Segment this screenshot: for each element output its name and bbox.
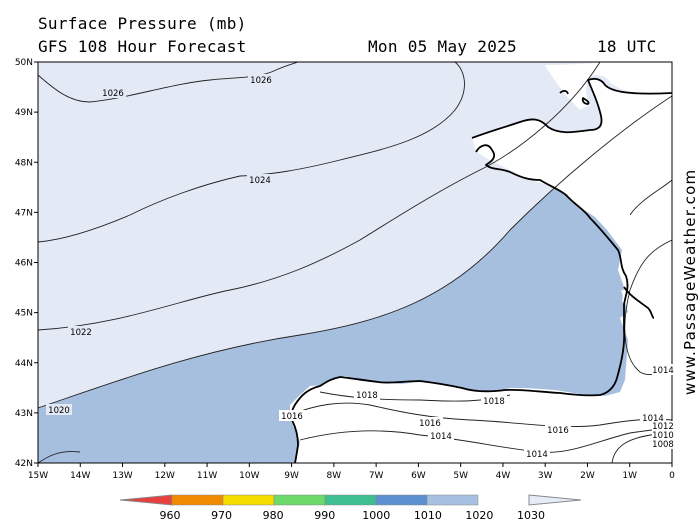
svg-text:1016: 1016 xyxy=(419,419,441,429)
legend-tick-label: 970 xyxy=(211,509,232,522)
svg-text:1014: 1014 xyxy=(526,450,548,460)
land-iberia xyxy=(290,290,672,463)
lon-label: 7W xyxy=(369,471,384,481)
svg-text:1012: 1012 xyxy=(652,422,674,432)
isobar-label: 1016 xyxy=(545,424,571,436)
land-england-coast xyxy=(545,62,672,110)
legend-tick-label: 1000 xyxy=(362,509,390,522)
lon-label: 15W xyxy=(28,471,48,481)
credit-text: www.PassageWeather.com xyxy=(681,168,699,395)
isobar-label: 1022 xyxy=(68,326,94,338)
legend-swatch xyxy=(324,494,377,506)
lat-label: 50N xyxy=(15,58,33,68)
lon-label: 6W xyxy=(411,471,426,481)
isobar-label: 1014 xyxy=(524,448,550,460)
legend-swatch xyxy=(375,494,428,506)
svg-text:1016: 1016 xyxy=(281,412,303,422)
svg-text:1024: 1024 xyxy=(249,176,271,186)
isobar-label: 1014 xyxy=(640,412,666,424)
isobar-label: 1018 xyxy=(354,389,380,401)
lon-label: 10W xyxy=(239,471,259,481)
svg-text:1020: 1020 xyxy=(48,406,70,416)
lon-label: 2W xyxy=(580,471,595,481)
svg-text:1022: 1022 xyxy=(70,328,92,338)
isobar-label: 1018 xyxy=(481,395,507,407)
svg-text:1008: 1008 xyxy=(652,440,674,450)
isobar-label: 1026 xyxy=(248,74,274,86)
isobar-label: 1010 xyxy=(652,430,674,441)
lat-label: 46N xyxy=(15,259,33,269)
forecast-time: 18 UTC xyxy=(597,37,657,56)
legend-tick-label: 980 xyxy=(263,509,284,522)
lon-label: 11W xyxy=(197,471,217,481)
legend-swatch xyxy=(222,494,275,506)
legend-swatch xyxy=(426,494,479,506)
lon-label: 0 xyxy=(669,471,675,481)
legend-tick-label: 1010 xyxy=(414,509,442,522)
legend-high-arrow xyxy=(528,494,582,506)
svg-text:1026: 1026 xyxy=(250,76,272,86)
isobar-label: 1024 xyxy=(247,174,273,186)
lat-label: 43N xyxy=(15,409,33,419)
forecast-date: Mon 05 May 2025 xyxy=(368,37,517,56)
legend-low-arrow xyxy=(119,494,173,506)
lon-label: 12W xyxy=(155,471,175,481)
svg-text:1018: 1018 xyxy=(356,391,378,401)
pressure-legend: 960 970 980 990 1000 1010 1020 1030 xyxy=(119,494,582,522)
lat-label: 49N xyxy=(15,108,33,118)
svg-text:1014: 1014 xyxy=(430,432,452,442)
svg-text:1016: 1016 xyxy=(547,426,569,436)
legend-tick-label: 990 xyxy=(314,509,335,522)
map-axes: 50N 49N 48N 47N 46N 45N 44N 43N 42N 15W 14W 13W 12W 1… xyxy=(15,58,675,481)
isobar-label: 1016 xyxy=(417,417,443,429)
lon-label: 14W xyxy=(70,471,90,481)
map-plot-area xyxy=(38,62,672,463)
forecast-label: GFS 108 Hour Forecast xyxy=(38,37,247,56)
svg-text:1026: 1026 xyxy=(102,89,124,99)
isobar-labels: 1026 1026 1024 1022 1020 1018 1018 1016 … xyxy=(46,74,674,460)
svg-text:1010: 1010 xyxy=(652,431,674,441)
lon-label: 3W xyxy=(538,471,553,481)
isobar-label: 1020 xyxy=(46,404,72,416)
svg-text:1014: 1014 xyxy=(642,414,664,424)
isobar-lines xyxy=(38,62,672,463)
lon-label: 4W xyxy=(496,471,511,481)
land-france xyxy=(472,78,672,310)
isobar-label: 1016 xyxy=(279,410,305,422)
lon-label: 13W xyxy=(112,471,132,481)
coastlines xyxy=(290,77,672,463)
isobar-label: 1014 xyxy=(652,364,674,376)
lat-label: 44N xyxy=(15,359,33,369)
legend-tick-label: 1030 xyxy=(517,509,545,522)
lat-label: 42N xyxy=(15,459,33,469)
legend-swatch xyxy=(171,494,224,506)
lat-label: 47N xyxy=(15,208,33,218)
legend-tick-label: 1020 xyxy=(465,509,493,522)
lon-label: 5W xyxy=(453,471,468,481)
lon-label: 1W xyxy=(622,471,637,481)
lat-label: 48N xyxy=(15,158,33,168)
svg-text:1014: 1014 xyxy=(652,366,674,376)
isobar-label: 1012 xyxy=(652,421,674,432)
legend-tick-label: 960 xyxy=(160,509,181,522)
lon-label: 8W xyxy=(327,471,342,481)
svg-text:1018: 1018 xyxy=(483,397,505,407)
isobar-label: 1026 xyxy=(100,87,126,99)
chart-title: Surface Pressure (mb) xyxy=(38,14,247,33)
isobar-label: 1014 xyxy=(428,430,454,442)
isobar-label: 1008 xyxy=(652,439,674,450)
legend-swatch xyxy=(273,494,326,506)
lat-label: 45N xyxy=(15,309,33,319)
lon-label: 9W xyxy=(284,471,299,481)
sea-zone-mid-pressure xyxy=(38,96,672,463)
